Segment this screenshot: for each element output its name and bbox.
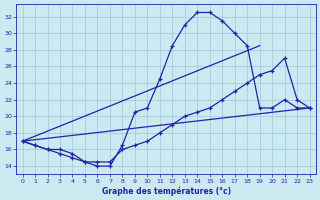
- X-axis label: Graphe des températures (°c): Graphe des températures (°c): [101, 186, 231, 196]
